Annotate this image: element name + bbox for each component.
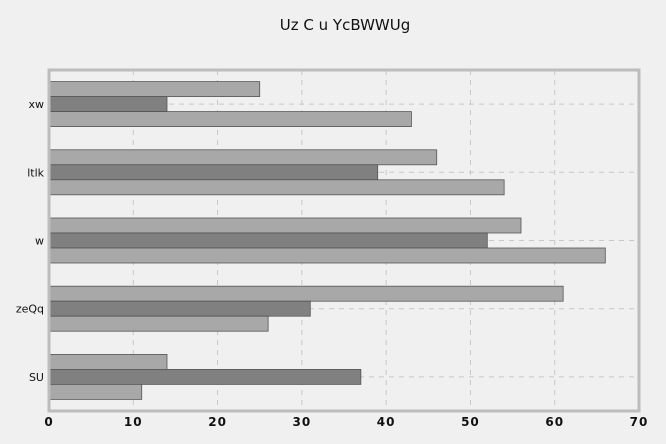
x-tick-label: 0 [44, 415, 53, 429]
y-tick-label: ltlk [27, 166, 44, 179]
x-tick-label: 60 [545, 415, 564, 429]
bar [48, 164, 379, 181]
chart-title: Uz C u YcBWWUg [280, 16, 410, 34]
bar [48, 368, 362, 385]
y-tick-labels: xw ltlk w zeQq SU [16, 98, 45, 384]
plot-frame [47, 68, 641, 413]
x-tick-label: 20 [208, 415, 227, 429]
bar [48, 247, 606, 264]
x-tick-label: 30 [293, 415, 312, 429]
y-tick-label: SU [29, 371, 44, 384]
bar [48, 353, 168, 370]
bar [48, 315, 269, 332]
x-tick-label: 70 [630, 415, 649, 429]
y-tick-label: zeQq [16, 303, 44, 316]
bar [48, 285, 564, 302]
bar [48, 96, 168, 112]
bars [48, 81, 606, 400]
bar [48, 81, 261, 97]
bar [48, 232, 488, 249]
x-tick-labels: 0 10 20 30 40 50 60 70 [44, 415, 649, 429]
bar [48, 217, 522, 234]
bar [48, 383, 143, 400]
y-tick-label: w [35, 235, 44, 248]
x-tick-label: 10 [124, 415, 143, 429]
x-tick-label: 40 [377, 415, 396, 429]
bar [48, 179, 505, 196]
bar [48, 111, 412, 127]
y-tick-label: xw [28, 98, 44, 111]
bar [48, 300, 311, 317]
x-tick-label: 50 [461, 415, 480, 429]
bar [48, 149, 438, 166]
